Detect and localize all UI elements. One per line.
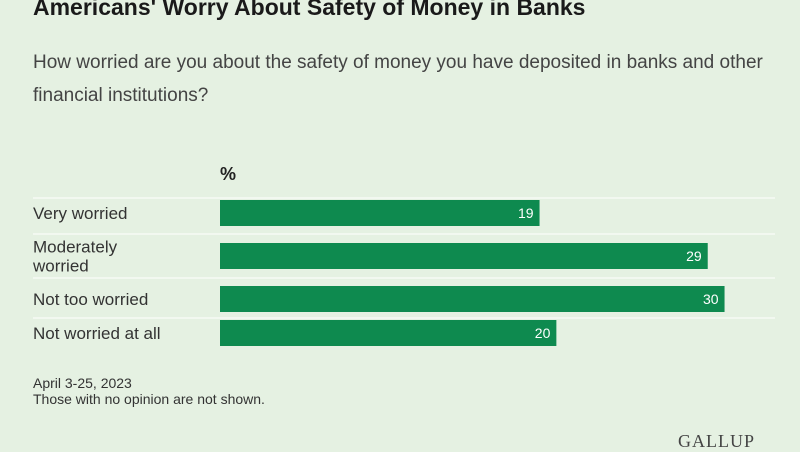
chart-title: Americans' Worry About Safety of Money i… — [33, 0, 586, 20]
value-label-3: 30 — [703, 291, 719, 307]
value-label-2: 29 — [686, 248, 702, 264]
category-label-1: Very worried — [33, 204, 127, 223]
category-label-4: Not worried at all — [33, 324, 161, 343]
category-label-2: Moderately worried — [32, 238, 118, 276]
bar-4 — [220, 320, 557, 346]
bar-2 — [220, 243, 708, 269]
value-label-4: 20 — [535, 325, 551, 341]
footnote: April 3-25, 2023 Those with no opinion a… — [33, 375, 265, 407]
category-label-3: Not too worried — [33, 290, 148, 309]
survey-date: April 3-25, 2023 — [33, 375, 132, 391]
chart-subtitle: How worried are you about the safety of … — [33, 52, 763, 106]
bar-1 — [220, 200, 540, 226]
value-label-1: 19 — [518, 205, 534, 221]
gallup-logo: GALLUP — [678, 431, 755, 451]
no-opinion-note: Those with no opinion are not shown. — [33, 391, 265, 407]
bar-3 — [220, 286, 725, 312]
unit-label: % — [220, 164, 237, 184]
